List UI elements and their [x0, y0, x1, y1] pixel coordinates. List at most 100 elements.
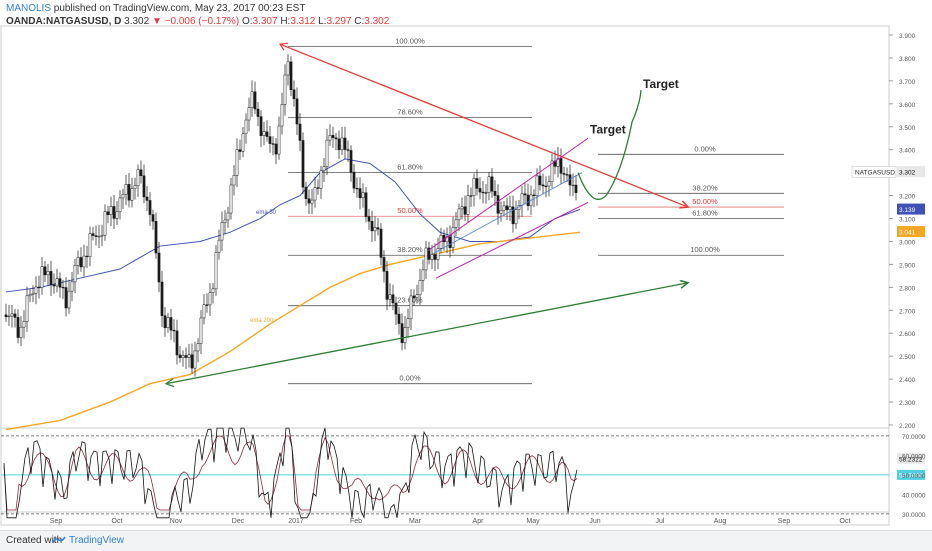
- price-tick-label: 2.600: [899, 331, 916, 338]
- time-tick-label: Aug: [714, 518, 727, 525]
- candle-body: [209, 293, 211, 305]
- candle-body: [128, 184, 130, 200]
- candle-body: [5, 315, 7, 317]
- candle-body: [44, 267, 46, 275]
- price-tick-label: 3.700: [899, 79, 916, 86]
- candle-body: [218, 240, 220, 252]
- candle-body: [470, 196, 472, 197]
- time-tick-label: 2017: [288, 518, 304, 525]
- candle-body: [566, 174, 568, 175]
- price-tick-label: 3.100: [899, 217, 916, 224]
- candle-body: [365, 193, 367, 217]
- red-resistance-trendline: [280, 44, 688, 207]
- price-tick-label: 3.000: [899, 239, 916, 246]
- candle-body: [545, 186, 547, 187]
- time-tick-label: Jul: [656, 518, 665, 525]
- candle-body: [134, 186, 136, 189]
- candle-body: [80, 257, 82, 266]
- candle-body: [467, 196, 469, 215]
- candle-body: [149, 200, 151, 214]
- candle-body: [485, 193, 487, 194]
- candle-body: [35, 287, 37, 293]
- candle-body: [284, 75, 286, 104]
- candle-body: [395, 303, 397, 314]
- candle-body: [401, 324, 403, 343]
- candle-body: [374, 228, 376, 231]
- candle-body: [356, 188, 358, 189]
- candle-body: [302, 140, 304, 187]
- candle-body: [155, 221, 157, 253]
- candle-body: [71, 282, 73, 291]
- price-tick-label: 3.500: [899, 125, 916, 132]
- candle-body: [575, 185, 577, 193]
- time-tick-label: Sep: [50, 518, 63, 525]
- candle-body: [305, 187, 307, 199]
- candle-body: [107, 212, 109, 215]
- candle-body: [266, 132, 268, 137]
- osc-tick-label: 50.0000: [902, 473, 926, 480]
- candle-body: [200, 318, 202, 344]
- candle-body: [251, 92, 253, 108]
- fib-left-label: 100.00%: [395, 36, 425, 45]
- candle-body: [161, 282, 163, 316]
- time-tick-label: May: [526, 518, 540, 525]
- candle-body: [515, 210, 517, 224]
- candle-body: [65, 288, 67, 308]
- tradingview-brand[interactable]: TradingView: [52, 531, 124, 551]
- price-tick-label: 2.900: [899, 262, 916, 269]
- candle-body: [476, 178, 478, 188]
- candle-body: [437, 248, 439, 259]
- candle-body: [413, 296, 415, 298]
- candle-body: [353, 172, 355, 188]
- candle-body: [179, 355, 181, 358]
- candle-body: [452, 227, 454, 247]
- candle-body: [23, 321, 25, 327]
- candle-body: [464, 207, 466, 215]
- candle-body: [320, 171, 322, 189]
- candle-body: [341, 138, 343, 150]
- candle-body: [383, 257, 385, 271]
- candle-body: [269, 137, 271, 144]
- candle-body: [533, 195, 535, 196]
- candle-body: [296, 99, 298, 124]
- time-tick-label: Nov: [170, 518, 183, 525]
- candle-body: [68, 291, 70, 308]
- candle-body: [227, 213, 229, 220]
- candle-body: [509, 207, 511, 210]
- candle-body: [221, 223, 223, 240]
- time-tick-label: Sep: [778, 518, 791, 525]
- candle-body: [257, 109, 259, 117]
- candle-body: [287, 62, 289, 75]
- osc-tick-label: 40.0000: [902, 492, 926, 499]
- price-tick-label: 3.400: [899, 148, 916, 155]
- candle-body: [536, 176, 538, 196]
- price-tick-label: 2.500: [899, 354, 916, 361]
- candle-body: [113, 206, 115, 218]
- candle-body: [323, 167, 325, 171]
- candle-body: [248, 108, 250, 120]
- candle-body: [197, 344, 199, 351]
- candle-body: [206, 305, 208, 306]
- candle-body: [110, 206, 112, 214]
- candle-body: [449, 237, 451, 248]
- candle-body: [539, 176, 541, 185]
- candle-body: [392, 295, 394, 303]
- time-tick-label: Apr: [473, 518, 485, 525]
- candle-body: [131, 189, 133, 200]
- candle-body: [368, 217, 370, 222]
- candle-body: [299, 124, 301, 140]
- price-tick-label: 3.800: [899, 56, 916, 63]
- candle-body: [152, 215, 154, 222]
- candle-body: [92, 234, 94, 236]
- candle-body: [350, 150, 352, 172]
- time-tick-label: Feb: [350, 518, 362, 525]
- ema-200-line: [6, 232, 580, 429]
- candle-body: [314, 188, 316, 200]
- price-chart[interactable]: 100.00%78.60%61.80%50.00%38.20%23.60%0.0…: [0, 0, 932, 530]
- candle-body: [158, 253, 160, 282]
- candle-body: [236, 150, 238, 176]
- fib-left-label: 50.00%: [397, 206, 423, 215]
- candle-body: [98, 236, 100, 237]
- candle-body: [506, 206, 508, 210]
- candle-body: [212, 289, 214, 293]
